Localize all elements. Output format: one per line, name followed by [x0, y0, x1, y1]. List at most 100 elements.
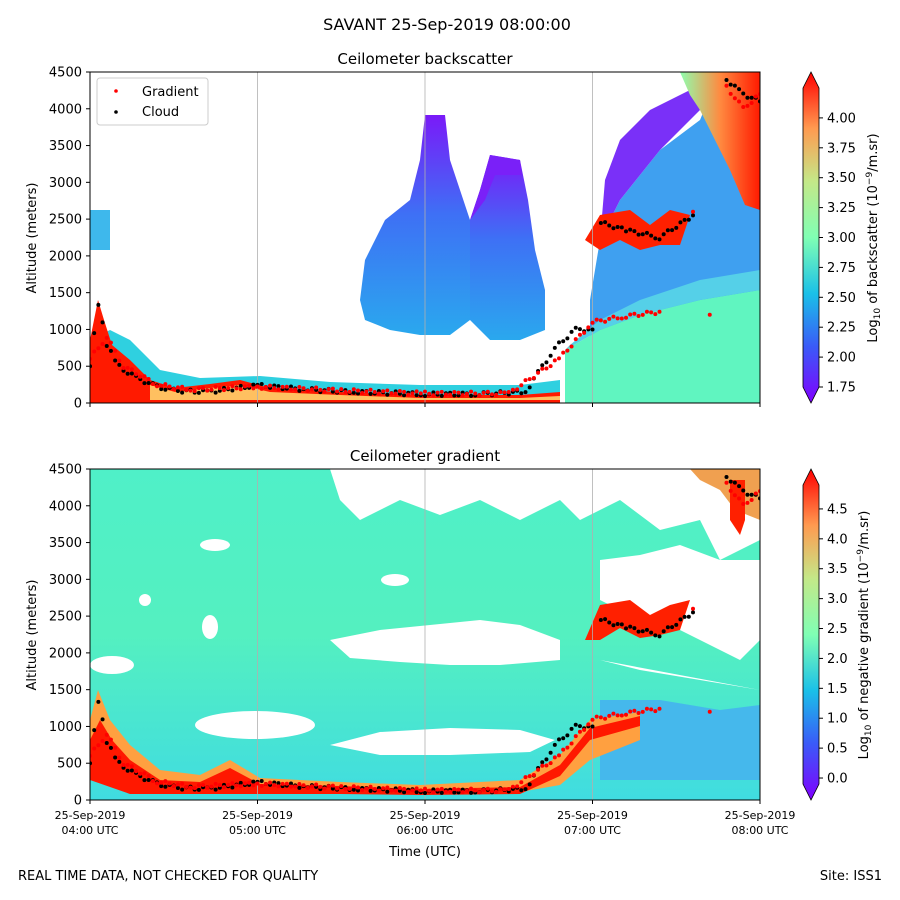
- gradient-point: [330, 386, 335, 391]
- gradient-point: [117, 358, 122, 363]
- gradient-point: [108, 340, 113, 345]
- cloud-point: [674, 622, 679, 627]
- y-tick-label: 3500: [49, 536, 82, 551]
- gradient-point: [435, 787, 440, 792]
- cloud-point: [456, 790, 461, 795]
- gradient-point: [142, 374, 147, 379]
- cloud-point: [142, 778, 147, 783]
- gradient-point: [238, 387, 243, 392]
- gradient-point: [594, 317, 599, 322]
- cloud-point: [251, 779, 256, 784]
- backscatter-upper-cloud: [680, 72, 760, 210]
- gradient-point: [443, 789, 448, 794]
- gradient-point: [615, 713, 620, 718]
- gradient-point: [498, 787, 503, 792]
- gradient-point: [326, 784, 331, 789]
- gradient-point: [301, 783, 306, 788]
- cloud-point: [113, 358, 118, 363]
- cloud-point: [125, 768, 130, 773]
- x-tick-label-date: 25-Sep-2019: [725, 809, 796, 822]
- backscatter-colorbar-label-mid: of backscatter (10: [866, 185, 881, 308]
- gradient-point: [171, 784, 176, 789]
- gradient-point: [435, 390, 440, 395]
- gradient-point: [431, 393, 436, 398]
- cloud-point: [573, 325, 578, 330]
- cloud-point: [732, 83, 737, 88]
- gradient-point: [707, 709, 712, 714]
- gradient-point: [217, 783, 222, 788]
- gradient-point: [632, 311, 637, 316]
- cloud-point: [686, 217, 691, 222]
- cloud-point: [213, 390, 218, 395]
- footer-disclaimer: REAL TIME DATA, NOT CHECKED FOR QUALITY: [18, 869, 319, 884]
- gradient-point: [485, 786, 490, 791]
- cloud-point: [640, 629, 645, 634]
- cloud-point: [159, 784, 164, 789]
- cloud-point: [397, 788, 402, 793]
- cloud-point: [108, 745, 113, 750]
- cloud-point: [745, 492, 750, 497]
- cloud-point: [615, 224, 620, 229]
- gradient-point: [289, 784, 293, 789]
- cloud-point: [640, 232, 645, 237]
- cloud-point: [289, 781, 293, 786]
- gradient-point: [510, 784, 515, 789]
- gradient-point: [582, 727, 587, 732]
- gradient-point: [188, 785, 193, 790]
- x-tick-label-date: 25-Sep-2019: [557, 809, 628, 822]
- gradient-point: [368, 387, 373, 392]
- gradient-point: [611, 711, 616, 716]
- cloud-point: [175, 389, 180, 394]
- gradient-point: [586, 722, 591, 727]
- cloud-point: [628, 227, 633, 232]
- y-tick-label: 500: [57, 360, 82, 375]
- gradient-point: [100, 342, 105, 347]
- cloud-point: [649, 630, 654, 635]
- gradient-colorbar-label-prefix: Log: [857, 736, 872, 759]
- gradient-point: [113, 348, 118, 353]
- backscatter-colorbar-label-sub: 10: [873, 308, 883, 320]
- colorbar-tick-label: 4.5: [827, 502, 848, 517]
- gradient-point: [213, 384, 218, 389]
- gradient-point: [636, 314, 641, 319]
- cloud-point: [92, 728, 97, 733]
- gradient-point: [188, 388, 193, 393]
- gradient-point: [289, 387, 293, 392]
- cloud-point: [163, 784, 168, 789]
- gradient-point: [586, 325, 591, 330]
- gradient-point: [192, 786, 197, 791]
- gradient-point: [284, 781, 289, 786]
- cloud-point: [180, 787, 185, 792]
- colorbar-tick-label: 4.00: [827, 111, 856, 126]
- gradient-point: [460, 790, 465, 795]
- gradient-point: [427, 788, 432, 793]
- gradient-xlabel: Time (UTC): [388, 845, 461, 860]
- legend: Gradient Cloud: [96, 77, 209, 126]
- gradient-point: [753, 491, 758, 496]
- cloud-point: [636, 232, 641, 237]
- gradient-point: [175, 385, 180, 390]
- gradient-point: [561, 747, 566, 752]
- gradient-point: [598, 715, 603, 720]
- cloud-point: [104, 343, 109, 348]
- cloud-point: [121, 765, 126, 770]
- cloud-point: [678, 617, 683, 622]
- gradient-hole-small-4: [90, 656, 134, 674]
- cloud-point: [356, 788, 360, 793]
- gradient-point: [402, 786, 407, 791]
- gradient-point: [209, 387, 214, 392]
- backscatter-colorbar: 1.75 2.00 2.25 2.50 2.75 3.00 3.25 3.50 3.75 4.00…: [802, 71, 883, 404]
- cloud-point: [523, 787, 528, 792]
- gradient-point: [473, 391, 478, 396]
- gradient-point: [167, 781, 172, 786]
- gradient-point: [448, 789, 453, 794]
- cloud-point: [439, 790, 444, 795]
- cloud-point: [737, 87, 742, 92]
- gradient-point: [624, 315, 628, 320]
- gradient-point: [397, 389, 402, 394]
- backscatter-colorbar-label-suffix: /m.sr): [866, 133, 881, 171]
- gradient-colorbar-label: Log10 of negative gradient (10−9/m.sr): [856, 511, 874, 760]
- legend-gradient-label: Gradient: [142, 85, 199, 100]
- gradient-point: [276, 387, 281, 392]
- y-tick-label: 4000: [49, 499, 82, 514]
